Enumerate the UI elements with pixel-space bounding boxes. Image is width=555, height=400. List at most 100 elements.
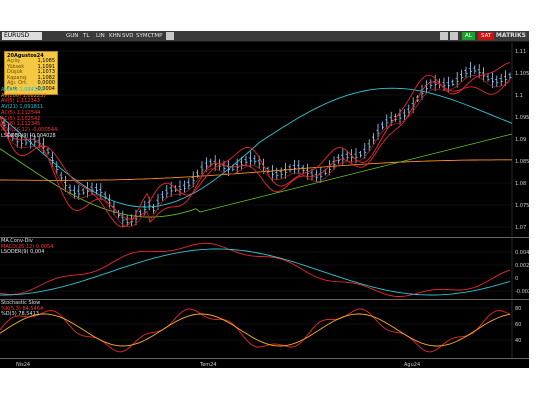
legend-item: AV(200) 1,082237 [1, 92, 47, 99]
ma200-line [0, 159, 512, 181]
ohlc-info-box: 20Agustos24 Açılış 1,1085 Yüksek 1,1091 Dü… [4, 51, 58, 95]
macd-tick-label: 0.004 [515, 250, 529, 256]
price-bar [50, 151, 54, 167]
price-indicator-lines [0, 62, 513, 228]
period-daily-button[interactable]: GUN [66, 33, 79, 39]
macd-line [0, 242, 511, 297]
price-bar [336, 154, 340, 164]
price-bar [284, 162, 288, 179]
crosshair-icon[interactable] [450, 32, 458, 40]
price-gridlines [0, 50, 512, 228]
price-tick-label: 1.11 [515, 49, 526, 55]
sell-button[interactable]: SAT [478, 32, 495, 40]
price-tick-label: 1.09 [515, 137, 526, 143]
price-tick-label: 1.095 [515, 115, 529, 121]
macd-chart[interactable]: 0.004 0.002 0 -0.002 [0, 238, 529, 299]
info-row-close: Kapanış 1,1082 [7, 74, 55, 81]
price-bar [508, 72, 512, 80]
price-bar [103, 191, 107, 200]
price-tick-label: 1.075 [515, 203, 529, 209]
price-bar [363, 143, 367, 159]
price-bar [332, 156, 336, 170]
legend-item: AV(5) 1,112343 [1, 98, 41, 105]
stochastic-d-line [0, 313, 511, 347]
price-bar [72, 185, 76, 199]
price-bar [275, 167, 279, 180]
price-bar [121, 210, 125, 227]
macd-legend: MA.Conv-Div MACD(26,12) 0,0054 LSODER(9)… [1, 238, 54, 256]
price-panel[interactable]: 1.11 1.105 1.1 1.095 1.09 1.085 1.08 1.075 1.07 … [0, 42, 529, 236]
price-bar [191, 171, 195, 188]
stochastic-lines [0, 308, 511, 353]
price-bar [182, 180, 186, 193]
legend-item: LSODER(9) 0,004 [1, 249, 45, 256]
legend-item: ADX(26,12) -0,000544 [1, 126, 58, 133]
grid-icon[interactable] [440, 32, 448, 40]
info-date: 20Agustos24 [7, 53, 44, 59]
price-bar [253, 155, 257, 165]
buy-button[interactable]: AL [462, 32, 475, 40]
price-axis-labels: 1.11 1.105 1.1 1.095 1.09 1.085 1.08 1.075 1.07 [515, 49, 529, 231]
price-bar [99, 183, 103, 200]
symbol-selector[interactable]: EURUSD [2, 32, 42, 40]
chart-window: EURUSD GUN TL LIN KHN SVD SYMC TMP AL SA… [0, 31, 529, 368]
candle-chart-button[interactable]: KHN [109, 33, 121, 39]
price-bar [380, 121, 384, 130]
macd-tick-label: -0.002 [515, 289, 529, 295]
price-bar [499, 73, 503, 87]
price-bar [376, 123, 380, 140]
price-bar [244, 155, 248, 166]
price-bar [358, 150, 362, 158]
price-bar [68, 184, 72, 195]
price-bar [152, 204, 156, 214]
price-bar [433, 75, 437, 92]
price-tick-label: 1.105 [515, 71, 529, 77]
stochastic-chart[interactable]: 80 60 40 [0, 300, 529, 358]
price-tick-label: 1.08 [515, 181, 526, 187]
legend-item: %K(5,3) 84,5464 [1, 305, 44, 312]
line-chart-button[interactable]: LIN [96, 33, 105, 39]
price-bar [55, 161, 59, 175]
price-tick-label: 1.07 [515, 225, 526, 231]
price-bar [156, 193, 160, 210]
price-bar [200, 161, 204, 176]
macd-lines [0, 242, 511, 297]
price-bar [345, 150, 349, 161]
macd-gridlines [0, 251, 512, 292]
macd-signal-line [0, 248, 511, 296]
price-chart[interactable]: 1.11 1.105 1.1 1.095 1.09 1.085 1.08 1.075 1.07 [0, 42, 529, 236]
symbol-compare-button[interactable]: SYMC [136, 33, 152, 39]
time-tick-label: Agu24 [404, 362, 420, 368]
price-tick-label: 1.1 [515, 93, 523, 99]
price-bar [178, 180, 182, 196]
price-bar [46, 147, 50, 155]
price-bar [125, 215, 129, 227]
stochastic-panel[interactable]: 80 60 40 Stochastic Slow %K(5,3) 84,5464 %… [0, 299, 529, 358]
price-bar [486, 73, 490, 82]
time-tick-label: Tem24 [199, 362, 217, 368]
price-bar [108, 194, 112, 209]
ma21-cyan-line [0, 87, 513, 208]
legend-item: MACD(26,12) 0,0054 [1, 243, 54, 250]
bar-chart-button[interactable]: SVD [122, 33, 134, 39]
price-bar [42, 137, 46, 154]
time-tick-label: Nis24 [16, 362, 30, 368]
price-bar [398, 108, 402, 125]
price-bar [429, 79, 433, 89]
legend-item: AC(5) 1,112544 [1, 109, 41, 116]
price-bar [81, 188, 85, 195]
timeframe-button[interactable]: TL [83, 33, 90, 39]
price-bar [460, 69, 464, 83]
price-bar [160, 190, 164, 201]
stochastic-k-line [0, 308, 511, 353]
info-row-low: Düşük 1,1073 [7, 69, 55, 76]
time-axis-labels: Nis24 Tem24 Agu24 [16, 362, 420, 368]
price-bar [240, 156, 244, 171]
stochastic-tick-label: 80 [515, 306, 521, 312]
settings-icon[interactable] [166, 32, 174, 40]
bollinger-middle-line [0, 75, 511, 228]
price-bar [297, 160, 301, 175]
bollinger-upper-line [0, 62, 511, 228]
template-button[interactable]: TMP [151, 33, 163, 39]
macd-panel[interactable]: 0.004 0.002 0 -0.002 MA.Conv-Div MACD(26,12… [0, 237, 529, 299]
